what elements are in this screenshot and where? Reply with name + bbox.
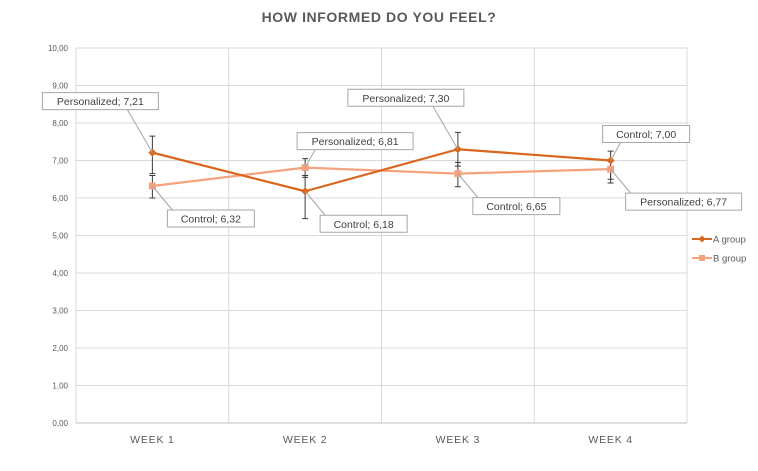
y-tick-label: 7,00 — [52, 157, 68, 166]
x-tick-label: WEEK 1 — [130, 434, 174, 446]
y-tick-label: 5,00 — [52, 232, 68, 241]
callout-leader-line — [610, 168, 632, 194]
callout-leader-line — [126, 109, 153, 153]
y-tick-label: 4,00 — [52, 269, 68, 278]
callout-leader-line — [457, 173, 479, 198]
y-tick-label: 0,00 — [52, 419, 68, 428]
callout-box — [625, 192, 743, 211]
x-tick-label: WEEK 4 — [588, 434, 632, 446]
callout-box — [347, 88, 465, 107]
legend-marker — [699, 255, 705, 261]
callout-leader-line — [610, 142, 622, 161]
y-tick-label: 2,00 — [52, 344, 68, 353]
data-label: Control; 6,32 — [181, 214, 241, 226]
series-line-a-group — [152, 148, 611, 193]
y-tick-label: 1,00 — [52, 382, 68, 391]
callout-box — [166, 209, 255, 228]
y-tick-label: 6,00 — [52, 194, 68, 203]
legend-label: B group — [713, 254, 746, 265]
callout-leader-line — [304, 149, 316, 168]
data-label: Control; 6,65 — [486, 201, 546, 213]
callout-leader-line — [304, 190, 326, 216]
legend-marker — [698, 235, 706, 243]
callout-box — [319, 214, 408, 233]
legend-label: A group — [713, 235, 746, 246]
chart-title: HOW INFORMED DO YOU FEEL? — [262, 9, 497, 25]
x-tick-label: WEEK 2 — [283, 434, 327, 446]
data-label: Personalized; 6,81 — [312, 136, 399, 148]
callout-leader-line — [432, 105, 459, 150]
data-label: Personalized; 6,77 — [640, 197, 727, 209]
data-label: Control; 6,18 — [334, 219, 394, 231]
x-tick-label: WEEK 3 — [436, 434, 480, 446]
y-tick-label: 3,00 — [52, 307, 68, 316]
y-tick-label: 8,00 — [52, 119, 68, 128]
callout-leader-line — [151, 185, 173, 211]
callout-box — [41, 92, 159, 111]
callout-box — [602, 125, 691, 143]
y-tick-label: 9,00 — [52, 82, 68, 91]
data-label: Control; 7,00 — [616, 129, 676, 141]
data-label: Personalized; 7,21 — [57, 96, 144, 108]
callout-box — [472, 197, 561, 216]
callout-box — [296, 132, 414, 151]
y-tick-label: 10,00 — [48, 44, 69, 53]
data-label: Personalized; 7,30 — [362, 93, 449, 105]
